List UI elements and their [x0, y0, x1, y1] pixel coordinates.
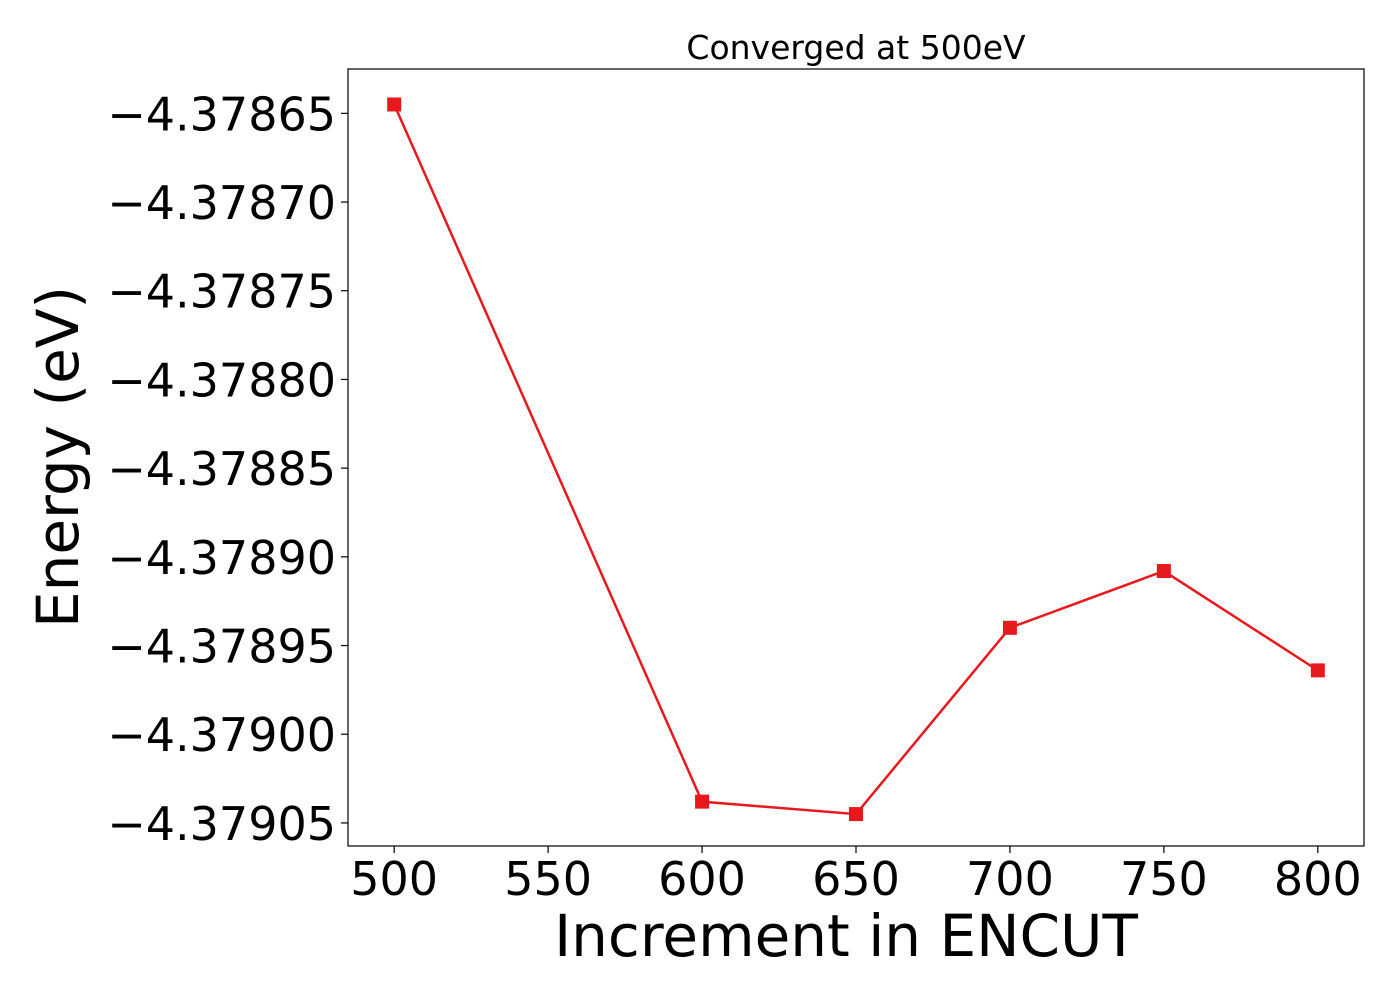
y-tick-label: −4.37905 — [107, 797, 336, 851]
data-point-marker — [1002, 620, 1017, 635]
y-tick-label: −4.37865 — [107, 87, 336, 141]
x-tick-label: 700 — [966, 852, 1054, 906]
chart-title: Converged at 500eV — [686, 28, 1026, 67]
y-tick-label: −4.37890 — [107, 531, 336, 585]
x-tick-label: 500 — [350, 852, 438, 906]
y-axis-label: Energy (eV) — [24, 286, 92, 628]
data-point-marker — [695, 794, 710, 809]
plot-series — [387, 97, 1325, 822]
data-point-marker — [387, 97, 402, 112]
data-point-marker — [1310, 663, 1325, 678]
x-ticks: 500 550 600 650 700 750 800 — [350, 846, 1362, 906]
data-point-marker — [1156, 564, 1171, 579]
x-tick-label: 800 — [1274, 852, 1362, 906]
y-tick-label: −4.37875 — [107, 265, 336, 319]
x-tick-label: 550 — [504, 852, 592, 906]
y-tick-label: −4.37880 — [107, 353, 336, 407]
x-axis-label: Increment in ENCUT — [554, 902, 1138, 970]
x-tick-label: 600 — [658, 852, 746, 906]
y-tick-label: −4.37885 — [107, 442, 336, 496]
data-point-marker — [849, 807, 863, 822]
y-tick-label: −4.37900 — [107, 708, 336, 762]
series-line — [393, 103, 1319, 816]
plot-area-frame — [347, 68, 1365, 847]
y-ticks: −4.37865 −4.37870 −4.37875 −4.37880 −4.37885… — [107, 87, 348, 851]
y-tick-label: −4.37895 — [107, 620, 336, 674]
y-tick-label: −4.37870 — [107, 176, 336, 230]
x-tick-label: 650 — [812, 852, 900, 906]
x-tick-label: 750 — [1120, 852, 1208, 906]
